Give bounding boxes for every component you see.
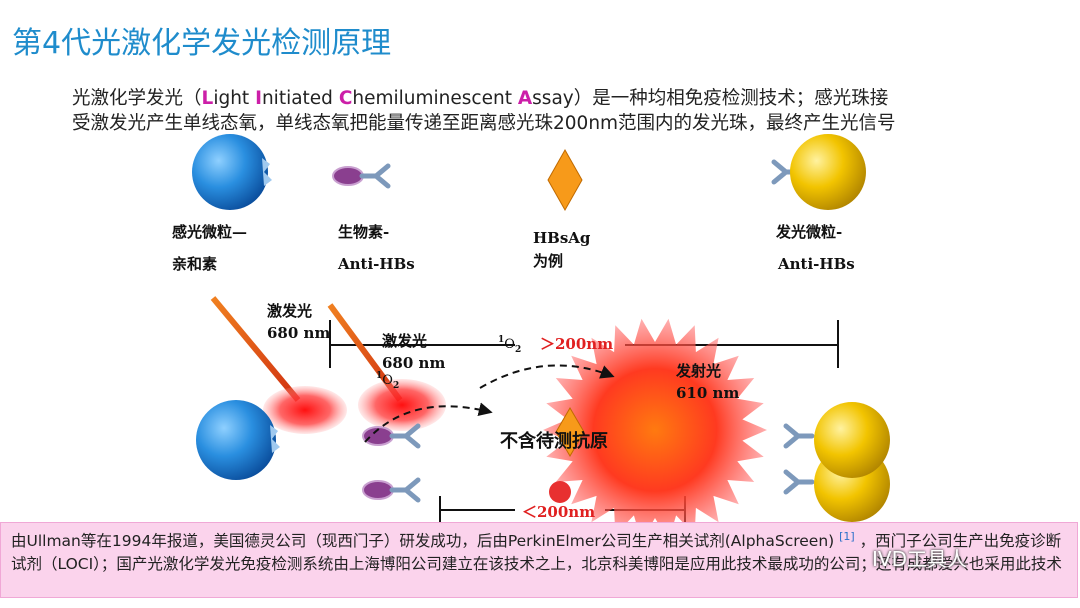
- watermark: IVD工具人: [872, 547, 967, 571]
- component-label: 亲和素: [172, 255, 217, 273]
- hbsag: [555, 407, 585, 457]
- distance-label: ＞200nm: [540, 335, 613, 353]
- component-label: 感光微粒—: [172, 223, 247, 241]
- component-label: 发光微粒-: [775, 223, 842, 241]
- intro-letter: I: [255, 88, 262, 109]
- reference[interactable]: [1]: [839, 530, 855, 543]
- component-label: 为例: [533, 252, 563, 270]
- sub: 2: [393, 381, 399, 391]
- diagram: 感光微粒— 亲和素 生物素- Anti-HBs HBsAg 为例 发光微粒- A…: [172, 134, 890, 522]
- intro-letter: A: [517, 88, 533, 109]
- emission-label: 610 nm: [676, 384, 739, 402]
- intro-part: hemiluminescent: [352, 88, 518, 109]
- sup: 1: [498, 335, 504, 345]
- luminescent-bead: [814, 402, 890, 478]
- singlet-oxygen-label: 1O2: [376, 371, 399, 391]
- distance-label: ＜200nm: [522, 503, 595, 521]
- component-label: 生物素-: [338, 223, 389, 241]
- biotin: [332, 166, 364, 186]
- excitation-burst: [358, 379, 446, 431]
- base: O: [504, 337, 515, 352]
- intro-text: 光激化学发光（Light Initiated Chemiluminescent …: [72, 86, 902, 136]
- excitation-label: 680 nm: [382, 354, 445, 372]
- antibody: [786, 426, 812, 446]
- footer-note: 由Ullman等在1994年报道，美国德灵公司（现西门子）研发成功，后由Perk…: [0, 522, 1078, 598]
- base: O: [382, 373, 393, 388]
- singlet-oxygen-dot: [549, 481, 571, 503]
- emission-burst: [543, 318, 767, 522]
- diffusion-arrow: [364, 402, 493, 443]
- intro-letter: C: [338, 88, 353, 109]
- antibody: [392, 480, 418, 500]
- no-antigen-label: 不含待测抗原: [500, 430, 608, 452]
- excitation-label: 激发光: [382, 332, 427, 350]
- footer-text: ，西门子公司生产出免疫诊断试剂（LOCI）；国产光激化学发光免疫检测系统由上海博…: [11, 532, 1062, 574]
- intro-letter: L: [201, 88, 214, 109]
- biotin: [362, 480, 394, 500]
- singlet-oxygen-label: 1O2: [498, 335, 521, 355]
- component-label: HBsAg: [533, 229, 591, 247]
- intro-part: 光激化学发光（: [72, 88, 202, 109]
- hbsag: [547, 148, 583, 212]
- excitation-label: 激发光: [267, 302, 312, 320]
- luminescent-bead: [790, 134, 866, 210]
- emission-label: 发射光: [675, 362, 721, 380]
- sup: 1: [376, 371, 382, 381]
- slide-title: 第4代光激化学发光检测原理: [12, 26, 392, 61]
- photosensitive-bead: [192, 134, 268, 210]
- antibody: [362, 166, 388, 186]
- component-label: Anti-HBs: [777, 255, 855, 273]
- avidin: [270, 425, 280, 453]
- intro-part: ssay）是一种均相免疫检测技术；感光珠接受激发光产生单线态氧，单线态氧把能量传…: [72, 88, 896, 134]
- photosensitive-bead: [196, 400, 276, 480]
- footer-text: 由Ullman等在1994年报道，美国德灵公司（现西门子）研发成功，后由Perk…: [11, 532, 840, 551]
- antibody: [786, 472, 812, 492]
- component-label: Anti-HBs: [337, 255, 415, 273]
- excitation-burst: [263, 386, 347, 434]
- sub: 2: [515, 345, 521, 355]
- diffusion-arrow: [479, 364, 615, 389]
- excitation-label: 680 nm: [267, 324, 330, 342]
- intro-part: ight: [213, 88, 256, 109]
- intro-part: nitiated: [261, 88, 339, 109]
- avidin: [262, 158, 272, 186]
- excitation-beam: [210, 296, 301, 402]
